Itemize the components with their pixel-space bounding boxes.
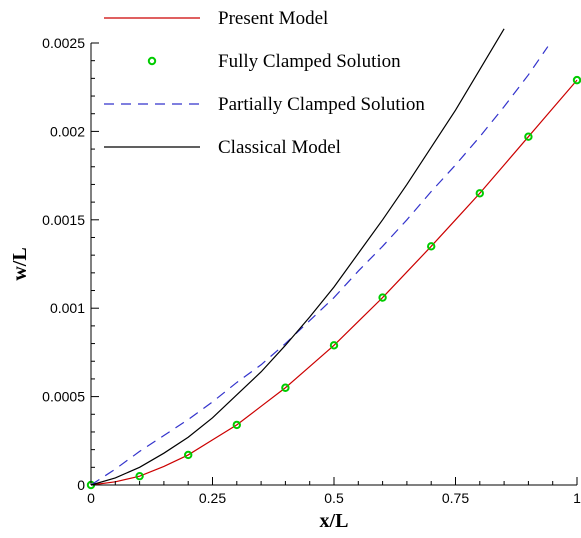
legend-label: Classical Model: [218, 137, 341, 158]
legend-entry: Present Model: [104, 8, 328, 29]
data-point: [329, 341, 339, 350]
x-tick-label: 1: [573, 490, 581, 506]
legend-label: Present Model: [218, 8, 328, 29]
data-point: [475, 189, 484, 198]
data-point: [184, 450, 193, 460]
y-tick-label: 0.0015: [42, 212, 85, 228]
x-tick-label: 0.75: [442, 490, 469, 506]
x-axis-label: x/L: [320, 510, 349, 532]
legend: Present Model Fully Clamped Solution Parti…: [104, 8, 425, 158]
y-tick-label: 0.002: [50, 123, 85, 139]
y-tick-label: 0: [77, 477, 85, 493]
x-tick-label: 0.5: [324, 490, 344, 506]
data-point: [572, 75, 581, 85]
data-point: [281, 383, 290, 392]
legend-label: Partially Clamped Solution: [218, 94, 425, 115]
y-tick-label: 0.001: [50, 300, 85, 316]
axes: 0 0.25 0.5 0.75 1 0 0.0005 0.001 0.0015 0.002 0.00…: [9, 35, 581, 532]
series-fully-clamped-markers: [86, 75, 581, 490]
data-point: [232, 420, 242, 430]
series-partially-clamped-line: [90, 46, 549, 486]
legend-entry: Fully Clamped Solution: [147, 51, 401, 72]
series-present-model-line: [90, 79, 578, 486]
series-classical-model-line: [90, 28, 505, 486]
x-tick-label: 0: [87, 490, 95, 506]
plot-area: [86, 28, 581, 490]
x-tick-label: 0.25: [199, 490, 226, 506]
data-point: [524, 132, 533, 141]
legend-entry: Classical Model: [104, 137, 341, 158]
y-axis-label: w/L: [9, 247, 31, 280]
y-tick-label: 0.0025: [42, 35, 85, 51]
data-point: [378, 293, 387, 302]
legend-entry: Partially Clamped Solution: [104, 94, 425, 115]
data-point: [135, 471, 144, 481]
y-tick-label: 0.0005: [42, 389, 85, 405]
legend-label: Fully Clamped Solution: [218, 51, 401, 72]
legend-marker: [147, 56, 157, 66]
data-point: [427, 242, 436, 251]
